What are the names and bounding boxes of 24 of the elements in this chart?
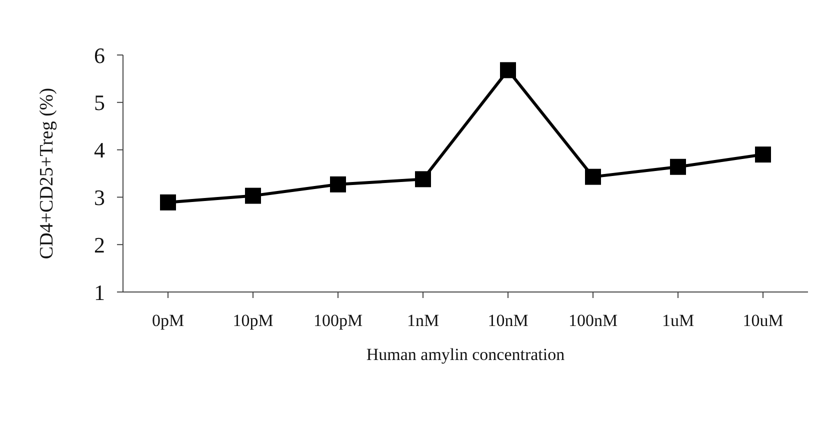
x-axis-title: Human amylin concentration <box>366 345 566 364</box>
point <box>500 62 516 78</box>
y-tick-label: 2 <box>94 232 105 258</box>
y-tick-label: 6 <box>94 42 105 68</box>
x-tick-label: 100nM <box>568 311 618 330</box>
point <box>160 194 176 210</box>
x-tick-label: 1nM <box>406 311 440 330</box>
point <box>330 176 346 192</box>
y-tick-label: 3 <box>94 185 105 210</box>
point <box>415 171 431 188</box>
point <box>670 158 686 175</box>
point <box>755 146 771 163</box>
x-tick-label: 0pM <box>152 311 184 330</box>
point <box>245 188 261 204</box>
y-axis-title: CD4+CD25+Treg (%) <box>36 88 58 260</box>
y-tick-label: 4 <box>94 138 105 163</box>
x-tick-label: 1uM <box>662 311 694 330</box>
x-tick-label: 10pM <box>232 311 274 330</box>
x-tick-label: 10uM <box>742 311 784 330</box>
x-tick-label: 10nM <box>488 311 528 330</box>
y-tick-label: 1 <box>94 280 105 305</box>
point <box>585 168 601 185</box>
y-tick-label: 5 <box>94 90 105 116</box>
x-tick-label: 100pM <box>313 311 363 330</box>
